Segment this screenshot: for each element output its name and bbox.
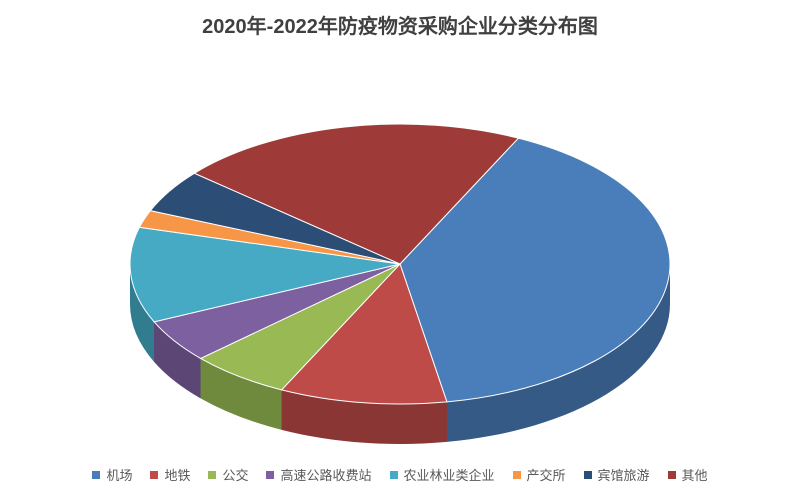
legend-swatch <box>150 471 158 479</box>
legend-label: 机场 <box>106 465 132 484</box>
legend-swatch <box>668 471 676 479</box>
legend-item: 宾馆旅游 <box>584 465 650 484</box>
legend-item: 农业林业类企业 <box>390 465 495 484</box>
legend-item: 产交所 <box>513 465 566 484</box>
chart-title: 2020年-2022年防疫物资采购企业分类分布图 <box>0 0 800 39</box>
legend-item: 高速公路收费站 <box>266 465 371 484</box>
legend-item: 机场 <box>92 465 132 484</box>
legend-label: 农业林业类企业 <box>404 465 495 484</box>
legend-swatch <box>208 471 216 479</box>
legend: 机场 地铁 公交 高速公路收费站 农业林业类企业 产交所 宾馆旅游 其他 <box>0 459 800 484</box>
legend-item: 公交 <box>208 465 248 484</box>
legend-label: 产交所 <box>527 465 566 484</box>
legend-swatch <box>584 471 592 479</box>
legend-label: 其他 <box>682 465 708 484</box>
legend-swatch <box>513 471 521 479</box>
legend-swatch <box>92 471 100 479</box>
legend-label: 高速公路收费站 <box>280 465 371 484</box>
legend-swatch <box>266 471 274 479</box>
legend-label: 地铁 <box>164 465 190 484</box>
legend-label: 宾馆旅游 <box>598 465 650 484</box>
legend-item: 地铁 <box>150 465 190 484</box>
legend-swatch <box>390 471 398 479</box>
legend-label: 公交 <box>222 465 248 484</box>
legend-item: 其他 <box>668 465 708 484</box>
pie-chart <box>0 39 800 459</box>
